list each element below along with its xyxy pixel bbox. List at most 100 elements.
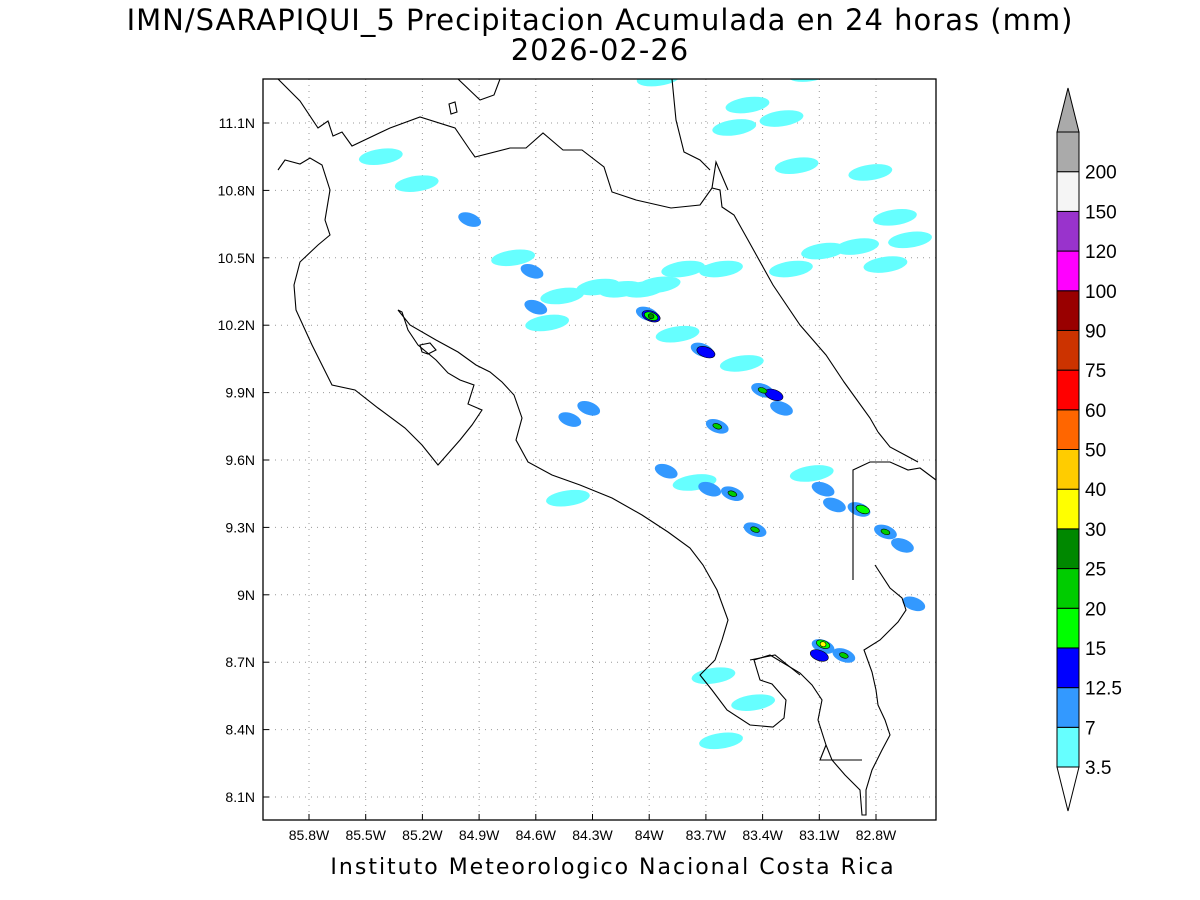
precip-cell (524, 299, 548, 315)
precip-cell (902, 596, 926, 612)
precip-cell (863, 256, 908, 273)
y-tick-label: 10.2N (218, 317, 255, 333)
colorbar-swatch (1056, 687, 1080, 728)
precip-cell (394, 175, 439, 192)
y-tick-label: 9.9N (225, 385, 255, 401)
colorbar-swatch (1056, 210, 1080, 252)
colorbar-swatch (1056, 607, 1080, 649)
precip-cell (655, 325, 700, 343)
colorbar-swatch (1056, 131, 1080, 173)
precip-cell (888, 231, 932, 249)
precip-cell (725, 96, 770, 114)
y-tick-label: 10.5N (218, 250, 255, 266)
map-date: 2026-02-26 (510, 33, 690, 67)
precip-cell (769, 260, 813, 278)
precip-cell (712, 423, 722, 430)
precip-cell (757, 387, 768, 394)
x-tick-label: 85.2W (402, 827, 443, 843)
colorbar-swatch (1056, 449, 1080, 490)
precip-cell (654, 463, 678, 479)
precip-cell (789, 465, 834, 482)
colorbar-swatch (1056, 409, 1080, 450)
colorbar-label: 200 (1085, 163, 1117, 184)
precip-cell (759, 110, 804, 127)
precip-cell (774, 157, 819, 175)
colorbar-label: 25 (1085, 560, 1106, 581)
precip-cell (823, 497, 846, 513)
map-title: IMN/SARAPIQUI_5 Precipitacion Acumulada … (126, 3, 1074, 37)
colorbar-label: 3.5 (1085, 758, 1111, 779)
precip-cell (577, 401, 601, 416)
x-tick-label: 84.3W (572, 827, 613, 843)
colorbar-label: 120 (1085, 242, 1117, 263)
y-tick-label: 8.1N (225, 789, 255, 805)
precip-cell (698, 481, 722, 497)
x-tick-label: 83.1W (799, 827, 840, 843)
precip-cell (696, 346, 716, 359)
precip-cell (770, 401, 793, 416)
colorbar-label: 7 (1085, 718, 1096, 739)
latitude-axis: 11.1N 10.8N 10.5N 10.2N 9.9N 9.6N 9.3N 9N 8.7N 8.… (218, 115, 269, 805)
colorbar-over-triangle (1056, 87, 1080, 133)
colorbar-label: 150 (1085, 202, 1117, 223)
precip-cell (727, 490, 738, 497)
colorbar-swatch (1056, 726, 1080, 768)
y-tick-label: 8.7N (225, 654, 255, 670)
colorbar-label: 50 (1085, 441, 1106, 462)
colorbar-swatch (1056, 568, 1080, 609)
precip-cell (520, 263, 544, 279)
y-tick-label: 9N (237, 587, 255, 603)
precip-cell (811, 481, 835, 497)
precip-cell (699, 732, 743, 750)
colorbar-swatch (1056, 329, 1080, 371)
precip-cell (358, 148, 403, 166)
x-tick-label: 83.4W (742, 827, 783, 843)
precip-cell (576, 278, 621, 296)
precip-cell (839, 652, 849, 659)
colorbar-label: 60 (1085, 401, 1106, 422)
precip-cell (661, 260, 706, 278)
x-tick-label: 83.7W (686, 827, 727, 843)
precip-cell (525, 314, 570, 332)
precip-cell (719, 355, 764, 372)
y-tick-label: 8.4N (225, 722, 255, 738)
precip-cell (540, 287, 585, 305)
coastline (277, 79, 936, 816)
colorbar-label: 30 (1085, 520, 1106, 541)
precip-cell (712, 119, 757, 136)
map-grid (263, 79, 936, 820)
y-tick-label: 11.1N (219, 115, 255, 131)
colorbar-label: 90 (1085, 321, 1106, 342)
x-tick-label: 84.9W (459, 827, 500, 843)
colorbar-label: 15 (1085, 639, 1106, 660)
colorbar-label: 100 (1085, 282, 1117, 303)
colorbar-under-triangle (1056, 766, 1080, 812)
precip-cell (731, 694, 776, 711)
colorbar-label: 40 (1085, 480, 1106, 501)
precip-cell (809, 649, 829, 662)
precip-cell (491, 249, 536, 267)
precip-cell (848, 164, 893, 181)
footer-credit: Instituto Meteorologico Nacional Costa R… (330, 855, 896, 880)
x-tick-label: 84.6W (516, 827, 557, 843)
precip-cell (636, 276, 681, 294)
precip-cell (636, 79, 681, 87)
colorbar-swatch (1056, 250, 1080, 292)
precip-cell (872, 209, 917, 226)
x-tick-label: 85.8W (289, 827, 330, 843)
colorbar-swatch (1056, 488, 1080, 530)
x-tick-label: 82.8W (856, 827, 897, 843)
precip-cell (787, 79, 832, 82)
precip-cell (699, 260, 743, 278)
precip-cell (801, 242, 845, 260)
precip-cell (546, 489, 590, 507)
longitude-axis: 85.8W 85.5W 85.2W 84.9W 84.6W 84.3W 84W 83.7W 83… (289, 814, 897, 843)
precip-cell (819, 641, 827, 648)
y-tick-label: 9.3N (225, 519, 255, 535)
colorbar-swatch (1056, 647, 1080, 689)
x-tick-label: 85.5W (345, 827, 386, 843)
colorbar-label: 12.5 (1085, 679, 1122, 700)
precip-cell (835, 238, 880, 255)
precip-cell (891, 538, 914, 553)
precipitation-contours (358, 79, 932, 750)
